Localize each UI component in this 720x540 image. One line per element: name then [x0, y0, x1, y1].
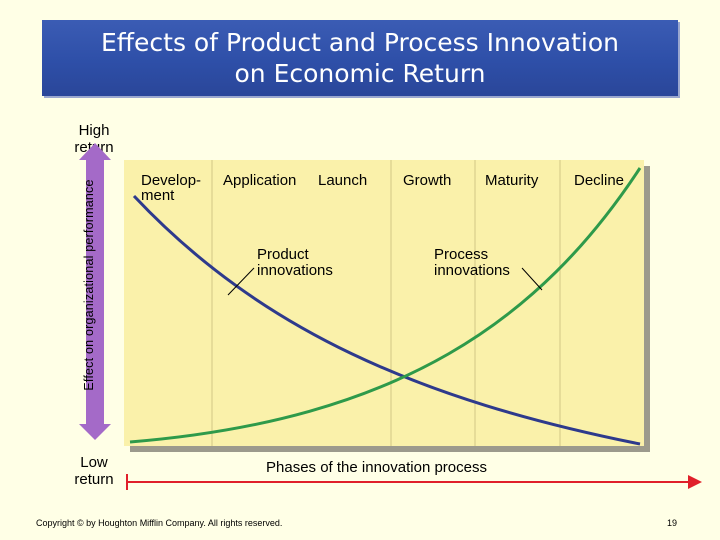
phase-development-line1: Develop-: [141, 172, 202, 189]
process-callout-line: [521, 267, 543, 291]
phase-maturity: Maturity: [485, 172, 539, 189]
product-callout-line: [227, 267, 255, 296]
x-axis-label: Phases of the innovation process: [266, 459, 487, 476]
process-callout-line1: Process: [434, 246, 489, 263]
y-axis-arrow: [79, 143, 111, 440]
process-innovations-callout: Process innovations: [434, 247, 510, 279]
product-callout-line2: innovations: [257, 262, 333, 279]
phase-application: Application: [223, 172, 297, 189]
title-line-2: on Economic Return: [234, 59, 486, 88]
product-innovations-callout: Product innovations: [257, 247, 333, 279]
process-innovation-curve: [129, 167, 642, 444]
phase-development: Develop- ment: [141, 173, 201, 203]
phase-separators: [211, 160, 561, 446]
y-axis-label: Effect on organizational performance: [82, 179, 96, 391]
phase-decline: Decline: [574, 172, 625, 189]
x-axis-arrow: [126, 474, 702, 490]
chart-panel: [124, 160, 644, 446]
product-innovation-curve: [132, 194, 641, 446]
phase-growth: Growth: [403, 172, 452, 189]
process-callout-line2: innovations: [434, 262, 510, 279]
low-return-label: Low return: [62, 454, 126, 488]
low-label-return: return: [74, 471, 114, 488]
phase-development-line2: ment: [141, 187, 175, 204]
high-label-word: High: [78, 122, 110, 139]
phase-launch: Launch: [318, 172, 368, 189]
slide-title: Effects of Product and Process Innovatio…: [42, 20, 678, 96]
low-label-word: Low: [80, 454, 108, 471]
product-callout-line1: Product: [257, 246, 309, 263]
title-line-1: Effects of Product and Process Innovatio…: [101, 28, 619, 57]
page-number: 19: [667, 518, 678, 528]
copyright-text: Copyright © by Houghton Mifflin Company.…: [36, 518, 283, 528]
